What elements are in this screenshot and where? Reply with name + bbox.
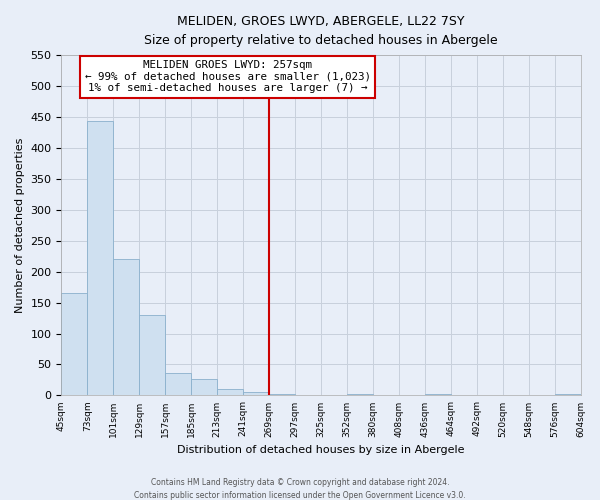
Bar [425,394,451,396]
Text: Contains HM Land Registry data © Crown copyright and database right 2024.
Contai: Contains HM Land Registry data © Crown c… [134,478,466,500]
Bar [269,394,295,396]
Bar [243,392,269,396]
Y-axis label: Number of detached properties: Number of detached properties [15,138,25,313]
Text: MELIDEN GROES LWYD: 257sqm
← 99% of detached houses are smaller (1,023)
1% of se: MELIDEN GROES LWYD: 257sqm ← 99% of deta… [85,60,371,94]
Bar [554,394,581,396]
Bar [61,294,88,396]
Bar [347,394,373,396]
Bar [88,122,113,396]
Title: MELIDEN, GROES LWYD, ABERGELE, LL22 7SY
Size of property relative to detached ho: MELIDEN, GROES LWYD, ABERGELE, LL22 7SY … [144,15,498,47]
Bar [217,389,243,396]
Bar [113,258,139,396]
Bar [139,315,165,396]
Bar [191,380,217,396]
Bar [165,372,191,396]
X-axis label: Distribution of detached houses by size in Abergele: Distribution of detached houses by size … [177,445,465,455]
